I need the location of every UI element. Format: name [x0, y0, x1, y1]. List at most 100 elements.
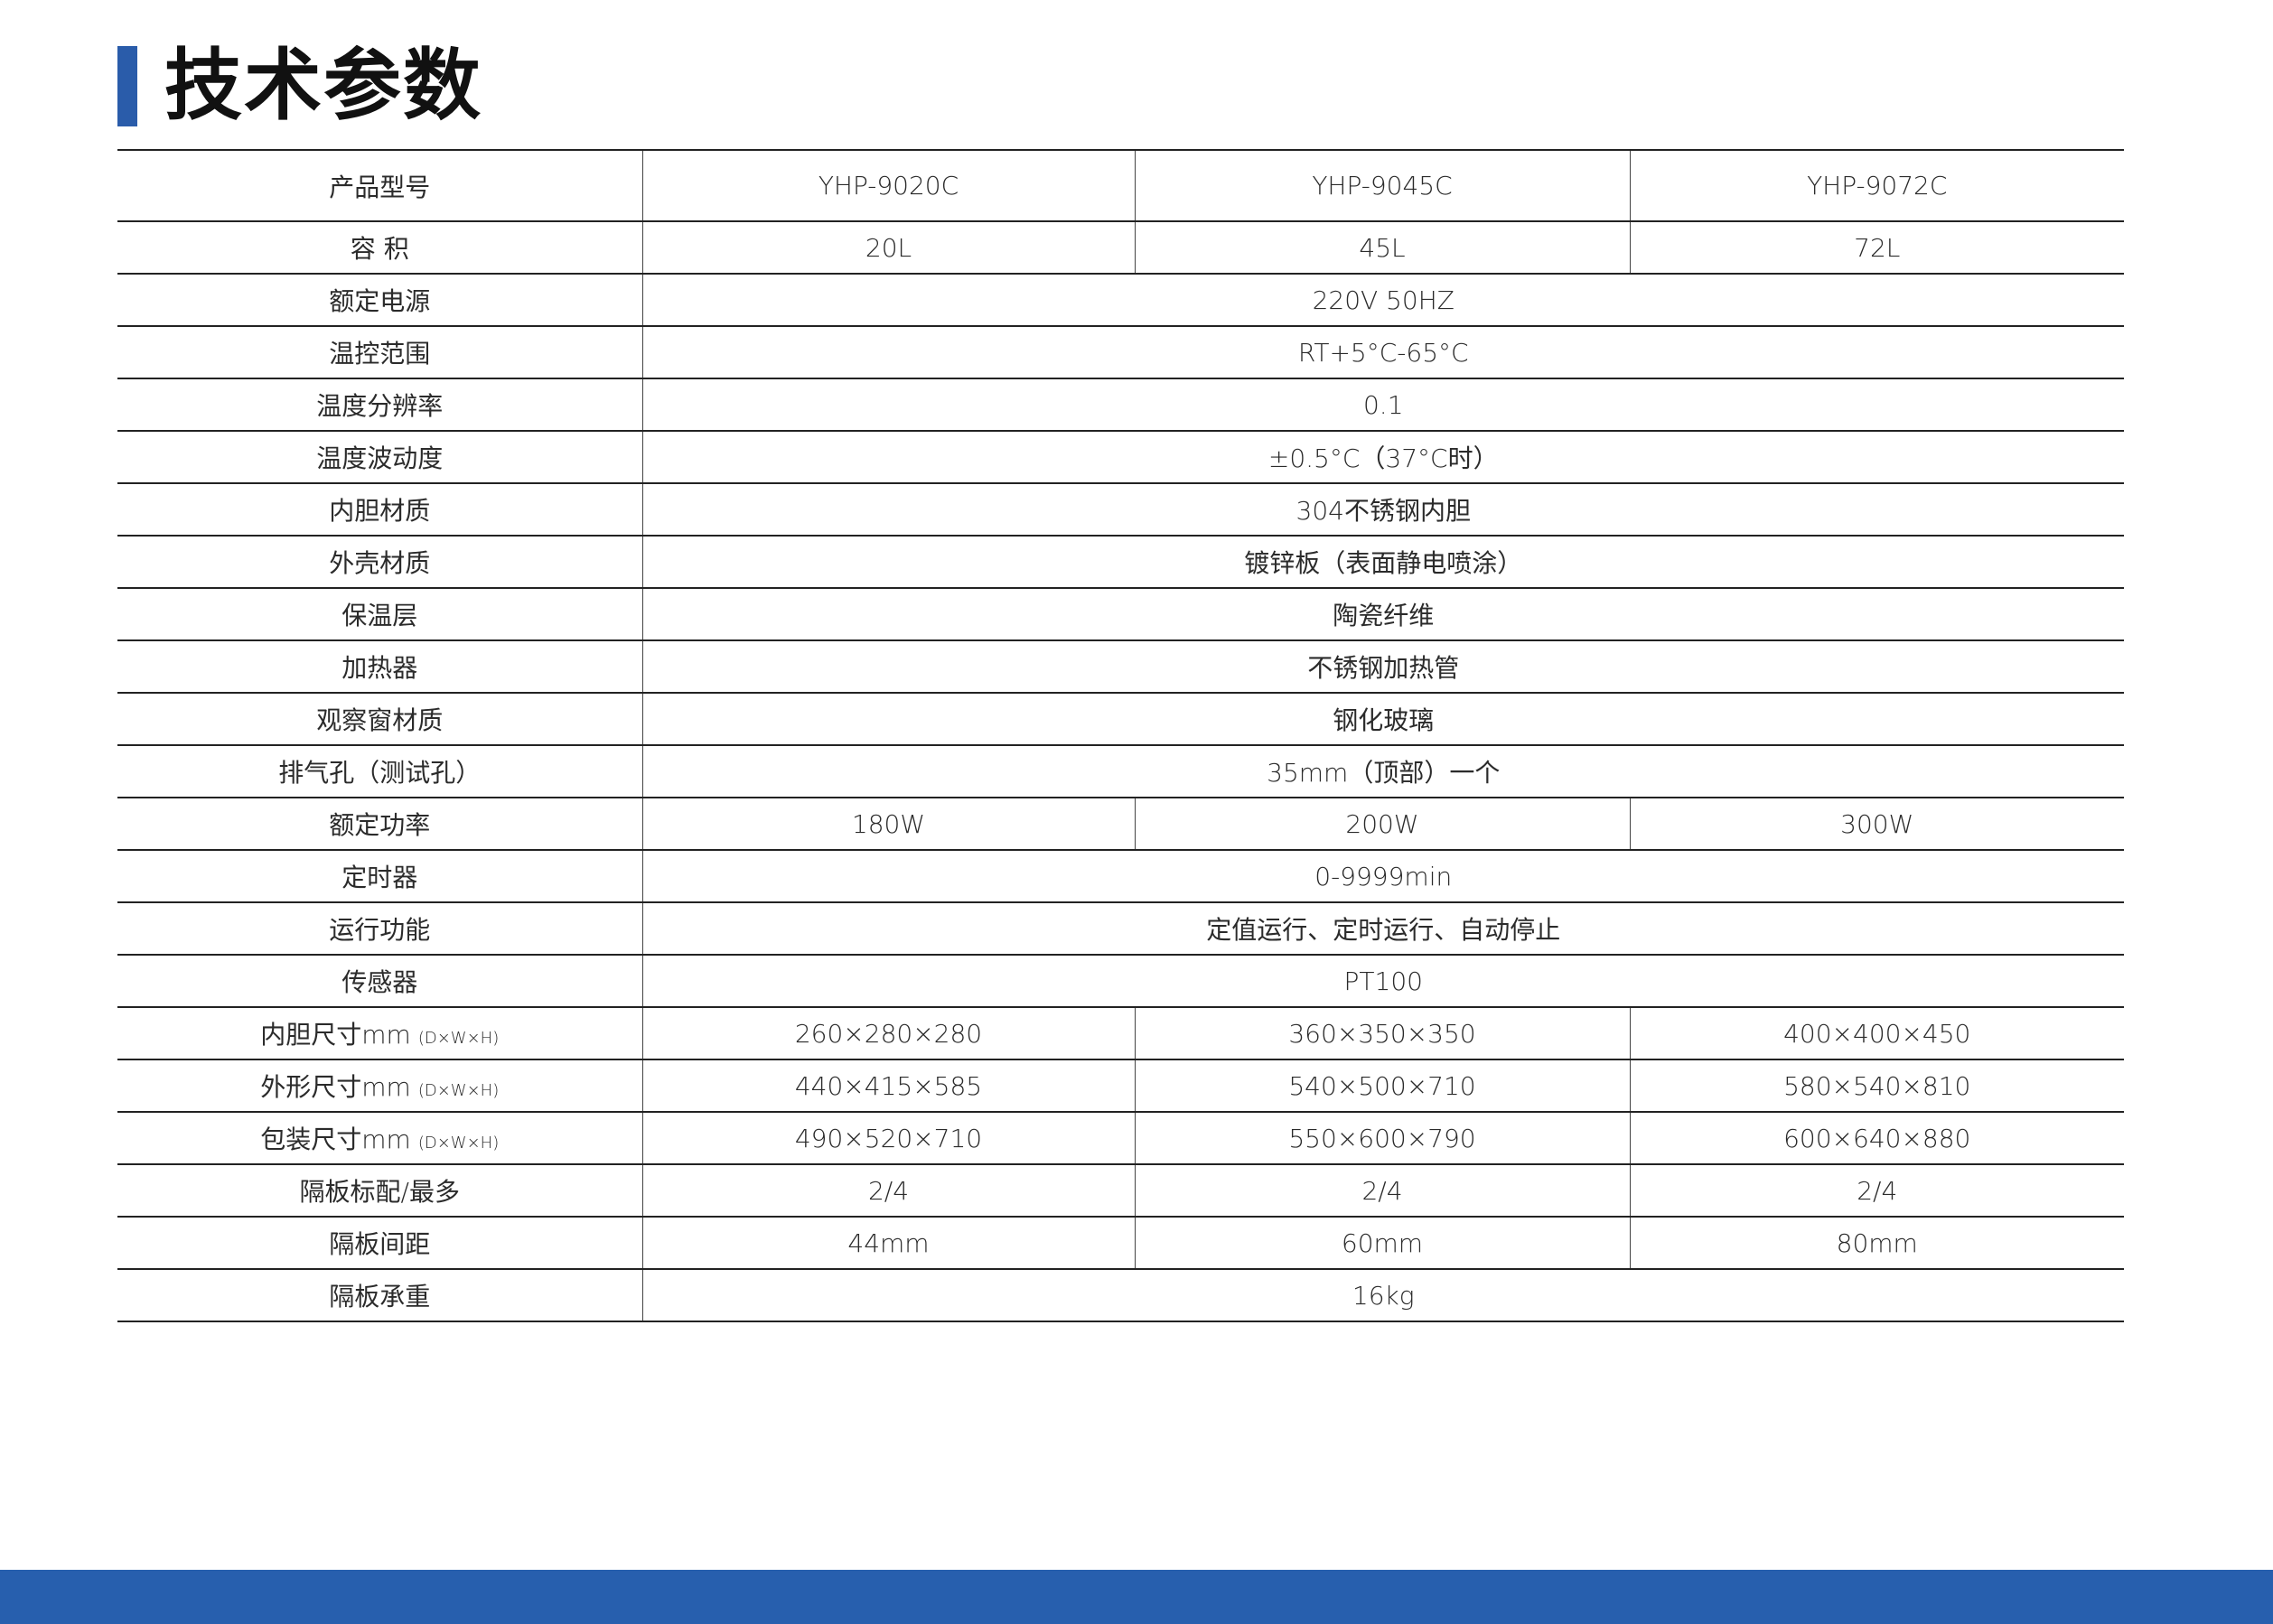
row-label: 额定电源 — [117, 273, 642, 327]
cell-value: 550×600×790 — [1134, 1111, 1630, 1165]
cell-value-shared: ±0.5°C（37°C时） — [641, 430, 2124, 484]
row-label-text: 额定电源 — [329, 286, 431, 316]
cell-value: 580×540×810 — [1629, 1059, 2124, 1113]
row-label-text: 定时器 — [341, 863, 418, 892]
table-row: 隔板标配/最多 2/4 2/4 2/4 — [117, 1163, 2124, 1218]
table-row: 传感器 PT100 — [117, 954, 2124, 1008]
row-label-text: 温度波动度 — [316, 443, 444, 473]
row-label-text: 包装尺寸mm — [260, 1125, 411, 1154]
cell-value-shared: 0.1 — [641, 378, 2124, 432]
row-label: 内胆材质 — [117, 482, 642, 537]
table-row: 内胆材质 304不锈钢内胆 — [117, 482, 2124, 537]
row-label-text: 内胆材质 — [329, 496, 431, 526]
model-2: YHP-9045C — [1134, 149, 1630, 222]
page-title: 技术参数 — [164, 41, 482, 131]
cell-value-shared: 不锈钢加热管 — [641, 639, 2124, 694]
cell-value-shared: 304不锈钢内胆 — [641, 482, 2124, 537]
row-label-unit: (D×W×H) — [417, 1029, 500, 1048]
row-label-text: 隔板承重 — [329, 1282, 431, 1311]
cell-value-shared: 定值运行、定时运行、自动停止 — [641, 901, 2124, 956]
cell-value: 2/4 — [641, 1163, 1135, 1218]
spec-table: 产品型号 YHP-9020C YHP-9045C YHP-9072C 容 积 20… — [117, 149, 2124, 1322]
cell-value: 80mm — [1629, 1216, 2124, 1270]
footer-band — [0, 1570, 2273, 1624]
table-row: 隔板承重 16kg — [117, 1268, 2124, 1322]
cell-value: 260×280×280 — [641, 1006, 1135, 1060]
row-label: 定时器 — [117, 849, 642, 903]
row-label: 外形尺寸mm (D×W×H) — [117, 1059, 642, 1113]
row-label-text: 加热器 — [341, 653, 418, 683]
cell-value: 600×640×880 — [1629, 1111, 2124, 1165]
row-label-unit: (D×W×H) — [417, 1081, 500, 1100]
row-label-text: 温控范围 — [329, 339, 431, 369]
row-label: 内胆尺寸mm (D×W×H) — [117, 1006, 642, 1060]
row-label: 保温层 — [117, 587, 642, 641]
cell-value: 45L — [1134, 220, 1630, 275]
row-label: 加热器 — [117, 639, 642, 694]
row-label: 温控范围 — [117, 325, 642, 379]
row-label: 隔板间距 — [117, 1216, 642, 1270]
table-row: 额定功率 180W 200W 300W — [117, 797, 2124, 851]
row-label-text: 传感器 — [341, 967, 418, 997]
table-row: 温控范围 RT+5°C-65°C — [117, 325, 2124, 379]
cell-value: 72L — [1629, 220, 2124, 275]
table-row: 外壳材质 镀锌板（表面静电喷涂） — [117, 535, 2124, 589]
row-label-text: 隔板标配/最多 — [299, 1177, 460, 1207]
table-row: 保温层 陶瓷纤维 — [117, 587, 2124, 641]
table-row: 内胆尺寸mm (D×W×H) 260×280×280 360×350×350 400×4… — [117, 1006, 2124, 1060]
cell-value: 490×520×710 — [641, 1111, 1135, 1165]
cell-value-shared: 0-9999min — [641, 849, 2124, 903]
row-label-text: 外壳材质 — [329, 548, 431, 578]
row-label-text: 温度分辨率 — [316, 391, 444, 421]
row-label-text: 隔板间距 — [329, 1229, 431, 1259]
row-label-text: 额定功率 — [329, 810, 431, 840]
cell-value: 400×400×450 — [1629, 1006, 2124, 1060]
model-3: YHP-9072C — [1629, 149, 2124, 222]
cell-value: 20L — [641, 220, 1135, 275]
row-label: 温度分辨率 — [117, 378, 642, 432]
cell-value-shared: 220V 50HZ — [641, 273, 2124, 327]
table-row: 排气孔（测试孔） 35mm（顶部）一个 — [117, 744, 2124, 798]
table-row: 外形尺寸mm (D×W×H) 440×415×585 540×500×710 580×5… — [117, 1059, 2124, 1113]
row-label: 排气孔（测试孔） — [117, 744, 642, 798]
title-accent-bar — [117, 46, 137, 126]
table-row: 运行功能 定值运行、定时运行、自动停止 — [117, 901, 2124, 956]
row-label: 包装尺寸mm (D×W×H) — [117, 1111, 642, 1165]
row-label: 传感器 — [117, 954, 642, 1008]
row-label: 运行功能 — [117, 901, 642, 956]
header-label: 产品型号 — [117, 149, 642, 222]
table-row: 包装尺寸mm (D×W×H) 490×520×710 550×600×790 600×6… — [117, 1111, 2124, 1165]
table-row: 温度波动度 ±0.5°C（37°C时） — [117, 430, 2124, 484]
cell-value: 60mm — [1134, 1216, 1630, 1270]
table-row: 隔板间距 44mm 60mm 80mm — [117, 1216, 2124, 1270]
cell-value-shared: 镀锌板（表面静电喷涂） — [641, 535, 2124, 589]
cell-value: 440×415×585 — [641, 1059, 1135, 1113]
cell-value: 200W — [1134, 797, 1630, 851]
table-row: 额定电源 220V 50HZ — [117, 273, 2124, 327]
row-label-text: 观察窗材质 — [316, 705, 444, 735]
row-label: 隔板承重 — [117, 1268, 642, 1322]
table-row: 容 积 20L 45L 72L — [117, 220, 2124, 275]
row-label-text: 运行功能 — [329, 915, 431, 945]
table-header-row: 产品型号 YHP-9020C YHP-9045C YHP-9072C — [117, 149, 2124, 222]
table-row: 加热器 不锈钢加热管 — [117, 639, 2124, 694]
row-label: 观察窗材质 — [117, 692, 642, 746]
row-label: 隔板标配/最多 — [117, 1163, 642, 1218]
cell-value: 300W — [1629, 797, 2124, 851]
model-1: YHP-9020C — [641, 149, 1135, 222]
row-label-text: 外形尺寸mm — [260, 1072, 411, 1102]
row-label-text: 内胆尺寸mm — [260, 1020, 411, 1050]
cell-value: 44mm — [641, 1216, 1135, 1270]
row-label-text: 保温层 — [341, 601, 418, 630]
cell-value: 2/4 — [1629, 1163, 2124, 1218]
cell-value-shared: 钢化玻璃 — [641, 692, 2124, 746]
row-label: 额定功率 — [117, 797, 642, 851]
row-label: 容 积 — [117, 220, 642, 275]
cell-value: 540×500×710 — [1134, 1059, 1630, 1113]
row-label-text: 容 积 — [350, 234, 409, 264]
row-label: 外壳材质 — [117, 535, 642, 589]
cell-value: 2/4 — [1134, 1163, 1630, 1218]
row-label-unit: (D×W×H) — [417, 1134, 500, 1153]
cell-value-shared: 35mm（顶部）一个 — [641, 744, 2124, 798]
cell-value: 360×350×350 — [1134, 1006, 1630, 1060]
